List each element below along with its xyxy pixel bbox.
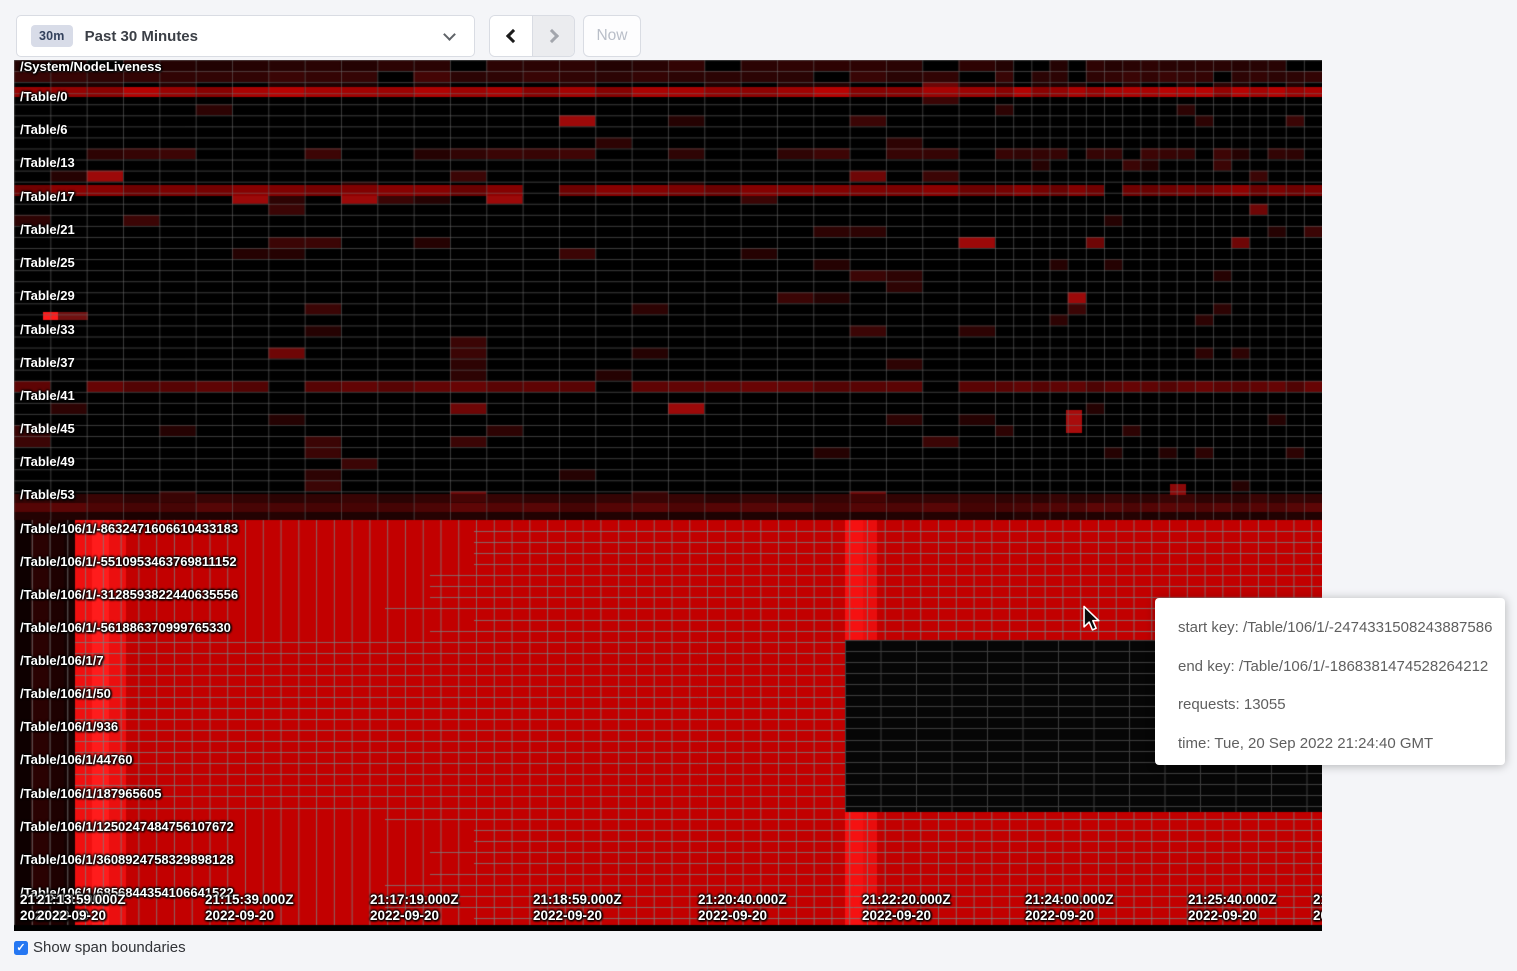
x-axis-tick: 21:15:39.000Z 2022-09-20 — [205, 892, 294, 923]
row-label: /Table/106/1/-561886370999765330 — [20, 619, 231, 635]
x-axis-tick: 21:13:59.000Z 2022-09-20 — [37, 892, 126, 923]
row-label: /Table/0 — [20, 89, 68, 104]
show-span-boundaries-checkbox[interactable]: ✓ — [14, 940, 28, 955]
row-label: /Table/106/1/-8632471606610433183 — [20, 520, 239, 536]
row-label: /Table/106/1/-5510953463769811152 — [20, 553, 237, 569]
row-label: /Table/25 — [20, 254, 75, 270]
row-label: /Table/106/1/44760 — [20, 752, 133, 767]
toolbar: 30m Past 30 Minutes Now — [0, 0, 1517, 60]
row-label: /Table/6 — [20, 121, 68, 137]
chevron-left-icon — [505, 28, 521, 44]
time-range-dropdown[interactable]: 30m Past 30 Minutes — [16, 15, 475, 57]
row-label: /Table/41 — [20, 387, 75, 403]
row-label: /Table/45 — [20, 420, 75, 436]
prev-time-button[interactable] — [490, 16, 532, 56]
key-visualizer-heatmap[interactable] — [14, 60, 1322, 931]
tooltip-time: time: Tue, 20 Sep 2022 21:24:40 GMT — [1178, 734, 1434, 752]
row-label: /Table/106/1/-3128593822440635556 — [20, 586, 239, 602]
time-nav-group — [489, 15, 575, 57]
row-label: /Table/106/1/1250247484756107672 — [20, 818, 234, 834]
time-range-label: Past 30 Minutes — [84, 27, 198, 45]
row-label: /Table/53 — [20, 487, 75, 502]
chevron-down-icon — [443, 28, 456, 41]
row-label: /Table/106/1/50 — [20, 685, 111, 701]
row-label: /Table/17 — [20, 188, 75, 204]
x-axis-tick: 21:20:40.000Z 2022-09-20 — [698, 892, 787, 923]
next-time-button[interactable] — [532, 16, 574, 56]
x-axis-tick: 21:12:19.000Z 2022-09-20 — [20, 892, 109, 923]
row-label: /Table/37 — [20, 354, 75, 370]
chevron-right-icon — [544, 28, 559, 44]
tooltip-end-key: end key: /Table/106/1/-18683814745282642… — [1178, 657, 1489, 675]
time-range-badge: 30m — [31, 25, 73, 47]
tooltip-start-key: start key: /Table/106/1/-247433150824388… — [1178, 619, 1493, 636]
show-span-boundaries-label: Show span boundaries — [33, 939, 186, 956]
row-label: /Table/106/1/187965605 — [20, 785, 162, 801]
row-label: /Table/106/1/7 — [20, 652, 104, 668]
mouse-cursor-icon — [1082, 605, 1101, 637]
row-label: /Table/33 — [20, 321, 75, 337]
hover-tooltip: start key: /Table/106/1/-247433150824388… — [1155, 598, 1505, 765]
x-axis-tick: 21:18:59.000Z 2022-09-20 — [533, 892, 622, 923]
x-axis-tick: 21:17:19.000Z 2022-09-20 — [370, 892, 459, 923]
now-button[interactable]: Now — [583, 15, 641, 57]
row-label: /Table/13 — [20, 154, 75, 170]
row-label: /Table/29 — [20, 288, 75, 303]
row-label: /System/NodeLiveness — [20, 60, 162, 74]
tooltip-requests: requests: 13055 — [1178, 696, 1286, 713]
row-label: /Table/106/1/936 — [20, 719, 119, 734]
footer: ✓ Show span boundaries — [14, 939, 186, 956]
key-visualizer: /System/NodeLiveness/Table/0/Table/6/Tab… — [14, 60, 1322, 931]
x-axis-tick: 21:25:40.000Z 2022-09-20 — [1188, 892, 1277, 923]
row-label: /Table/106/1/6856844354106641522 — [20, 884, 234, 900]
x-axis-tick: 21:24:00.000Z 2022-09-20 — [1025, 892, 1114, 923]
row-label: /Table/21 — [20, 221, 75, 237]
x-axis-tick: 21:22:20.000Z 2022-09-20 — [862, 892, 951, 923]
row-label: /Table/49 — [20, 453, 75, 469]
row-label: /Table/106/1/3608924758329898128 — [20, 851, 234, 867]
